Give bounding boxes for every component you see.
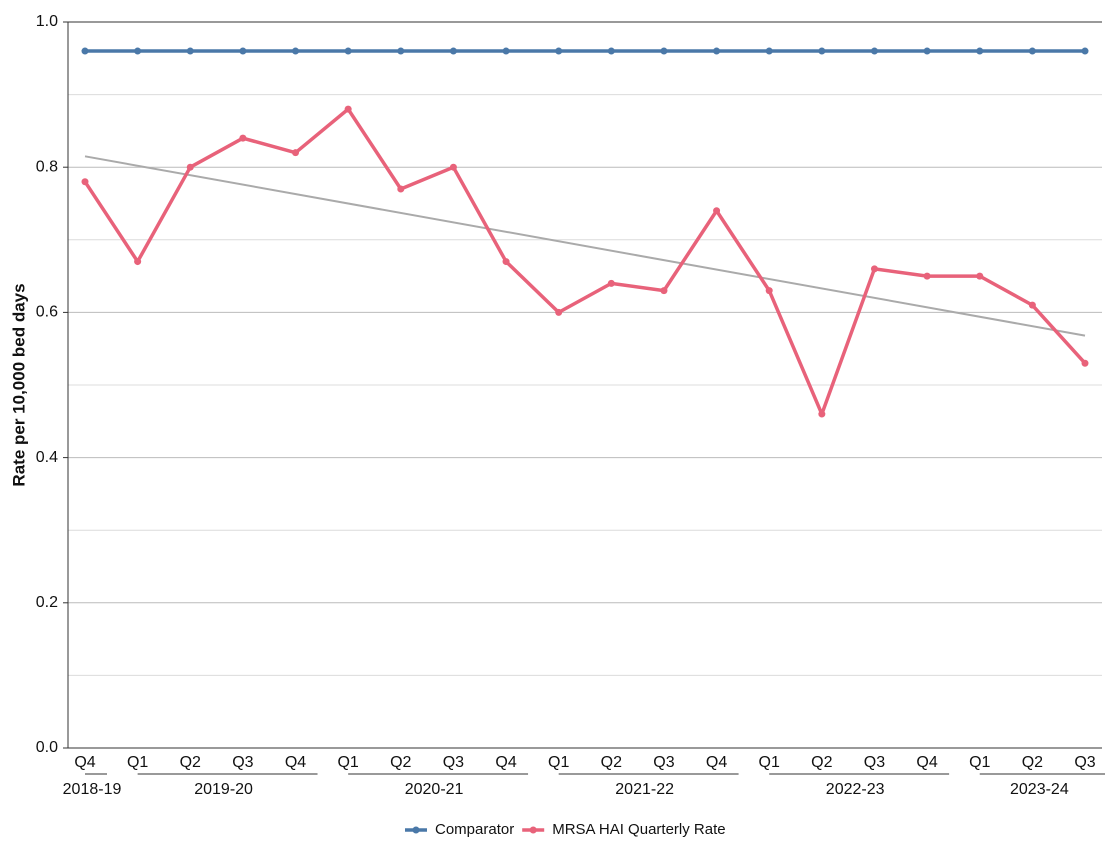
x-tick-label: Q1 xyxy=(969,754,990,771)
point xyxy=(976,47,984,55)
x-tick-label: Q4 xyxy=(706,754,727,771)
x-tick-label: Q4 xyxy=(495,754,516,771)
point xyxy=(1028,47,1036,55)
x-tick-label: Q3 xyxy=(232,754,253,771)
y-tick-label: 0.8 xyxy=(36,158,58,175)
x-tick-label: Q3 xyxy=(1074,754,1095,771)
x-tick-label: Q2 xyxy=(1022,754,1043,771)
point xyxy=(607,279,615,287)
group-label: 2020-21 xyxy=(405,781,464,798)
group-label: 2021-22 xyxy=(615,781,674,798)
point xyxy=(818,410,826,418)
legend-marker xyxy=(529,826,537,834)
point xyxy=(607,47,615,55)
point xyxy=(449,47,457,55)
point xyxy=(186,47,194,55)
point xyxy=(186,163,194,171)
group-label: 2023-24 xyxy=(1010,781,1069,798)
point xyxy=(502,258,510,266)
trend-line xyxy=(84,155,1086,337)
point xyxy=(397,47,405,55)
point xyxy=(292,47,300,55)
point xyxy=(81,178,89,186)
legend-label: MRSA HAI Quarterly Rate xyxy=(552,821,725,838)
x-tick-label: Q2 xyxy=(180,754,201,771)
point xyxy=(818,47,826,55)
x-tick-label: Q4 xyxy=(74,754,95,771)
point xyxy=(81,47,89,55)
point xyxy=(134,47,142,55)
x-tick-label: Q1 xyxy=(337,754,358,771)
x-tick-label: Q3 xyxy=(443,754,464,771)
point xyxy=(976,272,984,280)
point xyxy=(765,287,773,295)
x-tick-label: Q1 xyxy=(759,754,780,771)
point xyxy=(713,47,721,55)
point xyxy=(870,265,878,273)
point xyxy=(555,47,563,55)
point xyxy=(1028,301,1036,309)
point xyxy=(713,207,721,215)
point xyxy=(1081,47,1089,55)
group-label: 2022-23 xyxy=(826,781,885,798)
legend-label: Comparator xyxy=(435,821,514,838)
point xyxy=(765,47,773,55)
x-tick-label: Q2 xyxy=(811,754,832,771)
point xyxy=(660,47,668,55)
point xyxy=(239,134,247,142)
group-label: 2019-20 xyxy=(194,781,253,798)
y-tick-label: 0.6 xyxy=(36,304,58,321)
y-tick-label: 0.4 xyxy=(36,449,58,466)
series-line xyxy=(83,107,1087,416)
x-tick-label: Q2 xyxy=(390,754,411,771)
point xyxy=(1081,359,1089,367)
point xyxy=(449,163,457,171)
point xyxy=(870,47,878,55)
x-tick-label: Q2 xyxy=(601,754,622,771)
point xyxy=(923,47,931,55)
x-tick-label: Q3 xyxy=(653,754,674,771)
y-tick-label: 0.2 xyxy=(36,594,58,611)
point xyxy=(397,185,405,193)
x-tick-label: Q4 xyxy=(916,754,937,771)
point xyxy=(134,258,142,266)
point xyxy=(344,47,352,55)
point xyxy=(555,308,563,316)
y-axis-label: Rate per 10,000 bed days xyxy=(9,283,28,486)
point xyxy=(344,105,352,113)
x-tick-label: Q3 xyxy=(864,754,885,771)
point xyxy=(239,47,247,55)
group-label: 2018-19 xyxy=(63,781,122,798)
y-tick-label: 1.0 xyxy=(36,13,58,30)
x-tick-label: Q4 xyxy=(285,754,306,771)
point xyxy=(660,287,668,295)
legend-marker xyxy=(412,826,420,834)
y-tick-label: 0.0 xyxy=(36,739,58,756)
x-tick-label: Q1 xyxy=(127,754,148,771)
x-tick-label: Q1 xyxy=(548,754,569,771)
point xyxy=(502,47,510,55)
point xyxy=(923,272,931,280)
point xyxy=(292,149,300,157)
